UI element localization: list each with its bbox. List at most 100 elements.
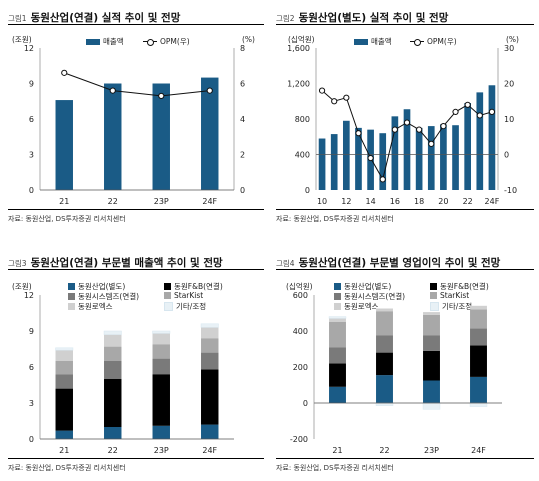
opm-point — [61, 69, 68, 76]
opm-point — [355, 130, 362, 137]
opm-point — [379, 176, 386, 183]
legend-item: 동원F&B(연결) — [164, 281, 223, 292]
legend-swatch — [334, 293, 341, 300]
legend-label: 동원시스템즈(연결) — [78, 292, 140, 301]
bar-segment — [55, 347, 74, 351]
bar-segment — [423, 335, 440, 351]
bar-sales — [403, 109, 411, 190]
bottom-rule — [276, 209, 534, 210]
left-tick-label: 0 — [29, 435, 34, 444]
bar-segment — [329, 363, 346, 387]
bar-segment — [328, 316, 347, 319]
x-tick-label: 23P — [424, 446, 439, 455]
opm-point — [206, 87, 213, 94]
legend-item: 동원시스템즈(연결) — [68, 291, 139, 302]
x-tick-label: 21 — [59, 197, 69, 206]
figure-number: 그림4 — [276, 259, 295, 268]
right-tick-label: 2 — [240, 151, 245, 160]
right-tick-label: 30 — [504, 44, 514, 53]
x-tick-label: 24F — [202, 446, 217, 455]
left-tick-label: 400 — [293, 327, 308, 336]
right-axis-unit: (%) — [506, 35, 519, 44]
figure-number: 그림2 — [276, 14, 295, 23]
bar-segment — [470, 376, 487, 403]
x-tick-label: 22 — [108, 197, 118, 206]
bar-sales — [464, 103, 472, 190]
legend-label: OPM(우) — [160, 37, 190, 46]
title-rule — [8, 24, 264, 25]
legend-item: 동원F&B(연결) — [430, 281, 489, 292]
chart-title: 그림2 동원산업(별도) 실적 추이 및 전망 — [276, 6, 448, 25]
bottom-rule — [276, 458, 534, 459]
left-tick-label: 0 — [29, 186, 34, 195]
bottom-rule — [8, 458, 264, 459]
legend-item: 동원산업(별도) — [68, 281, 125, 292]
opm-point — [452, 108, 459, 116]
legend-swatch — [334, 283, 341, 290]
x-tick-label: 22 — [108, 446, 118, 455]
chart-plot-2: (십억원) (%) 1,600 1,200 800 400 0 30 20 10 0 -10 10 12 1… — [287, 35, 519, 206]
x-tick-label: 22 — [379, 446, 389, 455]
left-axis-unit: (십억원) — [288, 35, 315, 44]
legend-item-sales: 매출액 — [354, 36, 392, 47]
x-tick-label: 14 — [366, 197, 376, 206]
bar-sales — [379, 133, 387, 190]
bar-segment — [423, 312, 440, 315]
legend-label: 동원산업(별도) — [344, 282, 392, 291]
left-axis-unit: (조원) — [12, 35, 32, 44]
legend-label: 기타/조정 — [176, 302, 207, 311]
right-axis-unit: (%) — [242, 35, 255, 44]
bar-segment — [152, 374, 170, 426]
bar-segment — [103, 330, 122, 335]
source-note: 자료: 동원산업, DS투자증권 리서치센터 — [8, 464, 126, 472]
chart-plot-3: (조원)12 9 6 3 0 21 22 23P 24F — [12, 282, 234, 455]
bar-segment — [152, 425, 170, 439]
title-text: 동원산업(연결) 실적 추이 및 전망 — [30, 12, 181, 24]
bar-sales — [427, 126, 435, 190]
x-tick-label: 10 — [317, 197, 327, 206]
opm-point — [343, 94, 350, 101]
opm-point — [440, 123, 447, 130]
title-text: 동원산업(연결) 부문별 영업이익 추이 및 전망 — [298, 257, 501, 269]
bar-segment — [55, 430, 73, 439]
legend-label: 동원시스템즈(연결) — [344, 292, 406, 301]
legend-item-opm: OPM(우) — [410, 36, 457, 47]
bar-segment — [104, 379, 122, 427]
chart-panel-3: 그림3 동원산업(연결) 부문별 매출액 추이 및 전망 동원산업(별도) 동원F&… — [0, 241, 270, 481]
bar-sales — [330, 134, 338, 190]
bar-segment — [104, 361, 122, 379]
bar-segment — [329, 386, 346, 403]
bar-segment — [201, 338, 219, 353]
title-rule — [276, 24, 534, 25]
bar-sales — [342, 120, 350, 190]
source-note: 자료: 동원산업, DS투자증권 리서치센터 — [276, 464, 394, 472]
bar-segment — [200, 323, 219, 328]
bar-sales — [201, 77, 219, 190]
bar-segment — [470, 305, 487, 310]
bar-sales — [391, 116, 399, 190]
left-tick-label: 12 — [24, 44, 34, 53]
right-tick-label: 6 — [240, 80, 245, 89]
title-text: 동원산업(별도) 실적 추이 및 전망 — [298, 12, 449, 24]
chart-title: 그림3 동원산업(연결) 부문별 매출액 추이 및 전망 — [8, 251, 223, 270]
opm-point — [109, 87, 116, 94]
left-tick-label: 1,200 — [287, 80, 310, 89]
left-tick-label: 400 — [295, 151, 310, 160]
right-tick-label: -10 — [504, 186, 517, 195]
legend-item: 기타/조정 — [430, 301, 472, 312]
legend-swatch — [430, 292, 437, 299]
bar-segment — [423, 350, 440, 381]
x-tick-label: 21 — [59, 446, 69, 455]
bar-segment — [55, 374, 73, 389]
bar-segment — [470, 328, 487, 346]
legend-label: OPM(우) — [427, 37, 457, 46]
legend-item: 동원산업(별도) — [334, 281, 391, 292]
bar-segment — [376, 308, 393, 312]
legend-swatch — [164, 302, 173, 311]
bar-segment — [152, 330, 171, 334]
bar-sales — [55, 100, 73, 190]
x-tick-label: 23P — [154, 446, 169, 455]
left-tick-label: 9 — [29, 327, 34, 336]
bar-segment — [55, 350, 73, 361]
